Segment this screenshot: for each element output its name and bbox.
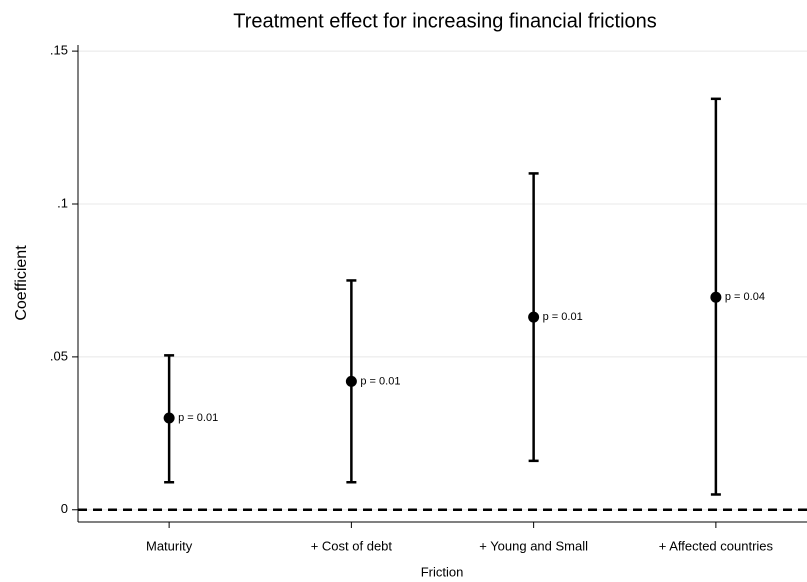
x-axis-label: Friction — [421, 564, 464, 579]
annotation: p = 0.01 — [543, 311, 583, 323]
y-axis-label: Coefficient — [13, 245, 30, 321]
x-tick-label: Maturity — [146, 538, 193, 553]
y-tick-label: .05 — [50, 348, 68, 363]
y-tick-label: 0 — [61, 501, 68, 516]
x-tick-label: + Affected countries — [659, 538, 774, 553]
x-tick-label: + Young and Small — [479, 538, 588, 553]
x-tick-label: + Cost of debt — [311, 538, 393, 553]
y-tick-label: .15 — [50, 43, 68, 58]
annotation: p = 0.01 — [178, 412, 218, 424]
point — [528, 311, 540, 323]
point — [710, 291, 722, 303]
point — [163, 412, 175, 424]
annotation: p = 0.04 — [725, 291, 765, 303]
chart-title: Treatment effect for increasing financia… — [233, 10, 657, 32]
annotation: p = 0.01 — [360, 375, 400, 387]
y-tick-label: .1 — [57, 195, 68, 210]
point — [345, 375, 357, 387]
